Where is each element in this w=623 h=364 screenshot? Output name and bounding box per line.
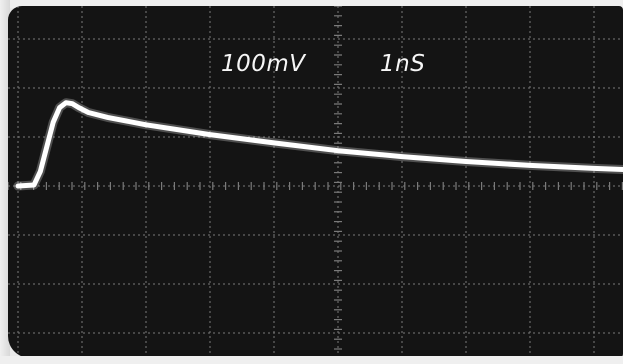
bezel-bottom xyxy=(0,356,623,364)
bezel-top xyxy=(0,0,623,8)
bezel-left xyxy=(0,0,10,364)
volts-per-div-readout: 100mV xyxy=(221,51,306,77)
time-per-div-readout: 1nS xyxy=(380,51,426,77)
oscilloscope-screen: 100mV 1nS xyxy=(8,6,623,358)
waveform-trace xyxy=(15,100,623,189)
scope-plot xyxy=(8,6,623,358)
